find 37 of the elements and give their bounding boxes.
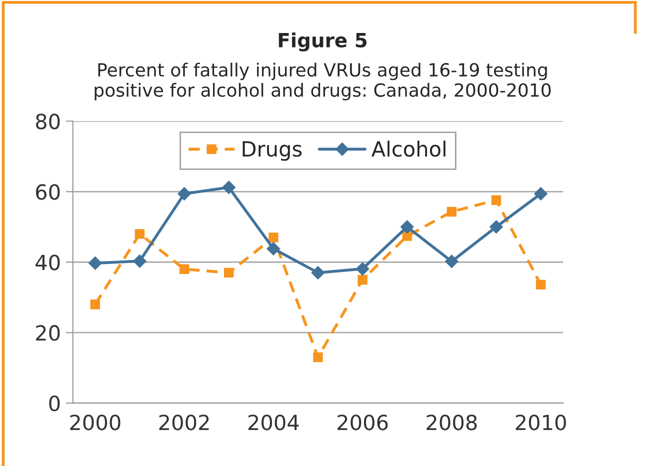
- point: [313, 352, 323, 362]
- y-tick-label: 80: [36, 114, 60, 130]
- point: [134, 229, 145, 239]
- y-tick-label: 0: [49, 396, 60, 412]
- legend-label: Alcohol: [372, 140, 446, 157]
- point: [446, 206, 457, 217]
- y-tick-label: 60: [36, 184, 60, 200]
- point: [266, 242, 280, 256]
- point: [268, 232, 278, 242]
- point: [222, 180, 236, 194]
- point: [356, 262, 370, 276]
- point: [178, 187, 191, 200]
- chart-subtitle: Percent of fatally injured VRUs aged 16-19 testing positive for alcohol and drugs: Canada, 2000-2010: [94, 62, 551, 100]
- point: [311, 266, 325, 280]
- x-tick-label: 2008: [426, 414, 477, 430]
- point: [402, 231, 412, 241]
- point: [224, 268, 234, 278]
- point: [491, 195, 502, 205]
- x-tick-label: 2010: [516, 414, 566, 430]
- point: [133, 254, 146, 268]
- y-tick-label: 40: [36, 254, 60, 270]
- point: [400, 220, 414, 234]
- x-tick-label: 2002: [159, 414, 209, 430]
- point: [90, 300, 100, 310]
- point: [179, 264, 190, 274]
- x-tick-label: 2000: [70, 414, 120, 430]
- x-tick-label: 2004: [248, 414, 299, 430]
- x-tick-label: 2006: [338, 414, 388, 430]
- legend-label: Drugs: [242, 141, 302, 161]
- point: [536, 280, 546, 290]
- point: [534, 187, 548, 200]
- y-tick-label: 20: [36, 325, 60, 341]
- point: [490, 220, 503, 234]
- point: [445, 254, 458, 268]
- chart-title: Figure 5: [278, 32, 367, 52]
- point: [358, 274, 368, 285]
- point: [88, 256, 102, 270]
